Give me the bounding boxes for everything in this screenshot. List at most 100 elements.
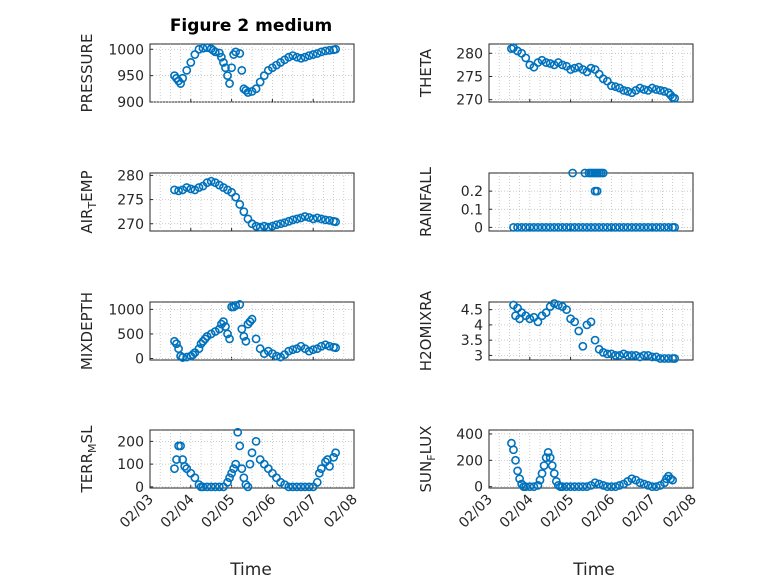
data-point [623, 351, 633, 360]
data-point [255, 77, 265, 87]
data-point [296, 482, 306, 492]
data-point [574, 222, 584, 232]
data-point [651, 85, 661, 94]
data-point [602, 482, 612, 492]
data-point [202, 482, 212, 492]
data-point [651, 352, 661, 362]
data-point [578, 482, 588, 492]
data-point [515, 474, 524, 484]
y-tick-label: 900 [117, 95, 144, 111]
data-point [521, 53, 531, 63]
data-point [251, 334, 261, 344]
data-point [316, 47, 326, 57]
data-point [182, 65, 192, 75]
data-point [611, 351, 620, 360]
data-point [221, 63, 230, 73]
data-point [635, 478, 645, 488]
data-point [284, 346, 294, 356]
data-point [176, 79, 185, 88]
data-point [615, 480, 624, 490]
data-point [627, 351, 637, 360]
data-point [300, 52, 310, 62]
data-point [308, 214, 318, 224]
y-axis-label: H2OMIXRA [417, 290, 435, 371]
data-point [643, 351, 653, 360]
data-point [553, 222, 563, 232]
data-point [543, 448, 553, 457]
data-point [292, 52, 302, 62]
data-point [594, 479, 604, 489]
data-point [670, 93, 680, 103]
y-tick-label: 270 [456, 93, 483, 109]
data-point [245, 317, 255, 327]
data-point [647, 83, 657, 93]
data-point [582, 222, 592, 232]
data-point [331, 44, 341, 54]
data-point [188, 350, 198, 359]
data-point [651, 222, 661, 232]
data-point [586, 63, 596, 73]
data-point [664, 354, 673, 363]
data-point [284, 216, 294, 226]
y-axis-label: SUNFLUX [417, 426, 438, 493]
data-point [525, 222, 535, 232]
data-point [615, 351, 624, 360]
data-point [227, 63, 236, 73]
data-point [227, 468, 236, 478]
data-point [316, 464, 326, 474]
data-point [255, 222, 265, 232]
data-point [574, 326, 584, 336]
data-point [590, 335, 600, 345]
data-point [549, 469, 559, 478]
data-point [200, 334, 210, 344]
data-point [511, 455, 520, 465]
data-point [259, 221, 269, 231]
data-point [558, 60, 567, 70]
data-point [259, 71, 269, 81]
data-point [198, 482, 208, 492]
data-point [643, 480, 653, 490]
y-tick-label: 0 [474, 480, 483, 496]
data-point [568, 168, 578, 178]
data-point [331, 448, 341, 458]
data-point [533, 480, 543, 490]
data-point [553, 300, 563, 310]
data-point [231, 459, 241, 469]
data-point [590, 478, 600, 488]
data-point [607, 222, 616, 232]
data-point [231, 47, 241, 57]
data-point [300, 212, 310, 221]
data-point [545, 222, 555, 232]
data-point [664, 222, 673, 232]
data-point [562, 222, 571, 232]
data-point [623, 86, 633, 96]
data-point [594, 222, 604, 232]
data-point [241, 336, 251, 346]
data-point [602, 222, 612, 232]
data-point [509, 445, 518, 455]
data-point [639, 479, 649, 489]
data-point [607, 81, 616, 91]
data-point [549, 222, 559, 232]
data-point [219, 317, 228, 327]
data-point [566, 482, 575, 492]
data-point [312, 477, 322, 487]
y-tick-label: 0.1 [461, 202, 483, 218]
data-point [513, 466, 522, 476]
data-point [529, 482, 539, 492]
data-point [247, 448, 257, 458]
y-axis-label: PRESSURE [78, 34, 96, 113]
data-point [190, 50, 200, 59]
y-tick-label: 280 [456, 46, 483, 62]
data-point [235, 200, 245, 209]
data-point [639, 85, 649, 94]
data-point [541, 58, 551, 67]
y-tick-label: 270 [117, 217, 144, 233]
data-point [223, 477, 232, 487]
data-point [247, 314, 257, 324]
data-point [578, 341, 588, 351]
y-tick-label: 0.2 [461, 184, 483, 200]
data-point [304, 346, 314, 356]
data-point [635, 83, 645, 93]
data-point [598, 347, 608, 357]
